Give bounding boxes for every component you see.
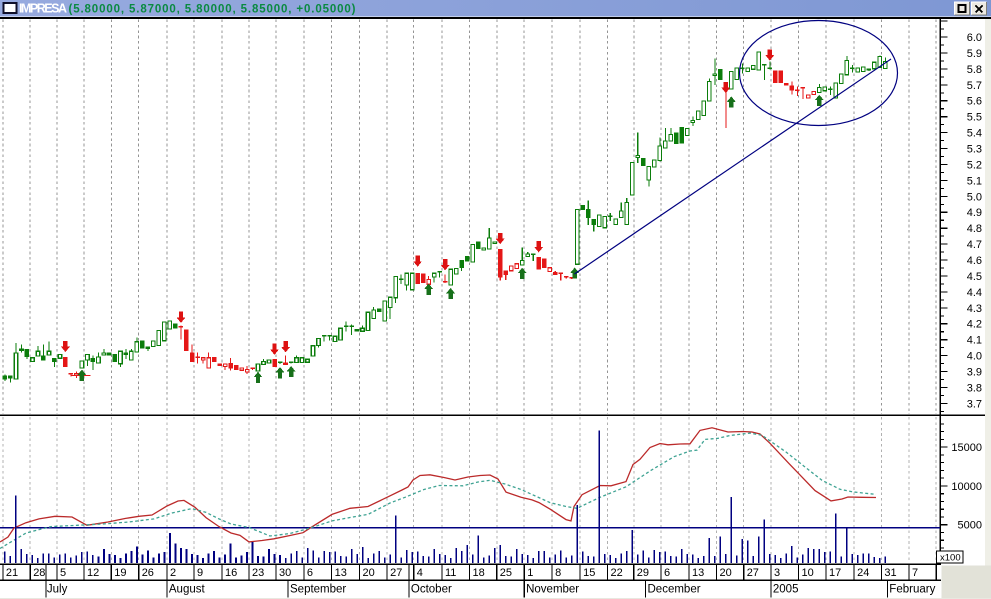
svg-text:10000: 10000 [951, 481, 982, 493]
svg-text:4.6: 4.6 [967, 255, 982, 267]
svg-text:28: 28 [33, 567, 45, 579]
svg-text:3: 3 [774, 567, 780, 579]
svg-text:30: 30 [279, 567, 291, 579]
svg-text:5.2: 5.2 [967, 159, 982, 171]
svg-text:6: 6 [307, 567, 313, 579]
svg-text:25: 25 [500, 567, 512, 579]
svg-text:3.9: 3.9 [967, 367, 982, 379]
svg-text:5.7: 5.7 [967, 80, 982, 92]
svg-text:(5.80000, 5.87000, 5.80000, 5.: (5.80000, 5.87000, 5.80000, 5.85000, +0.… [69, 4, 356, 16]
svg-text:19: 19 [114, 567, 126, 579]
svg-text:9: 9 [197, 567, 203, 579]
svg-text:3.7: 3.7 [967, 398, 982, 410]
svg-text:IMPRESA: IMPRESA [19, 2, 67, 16]
svg-text:16: 16 [225, 567, 237, 579]
svg-text:7: 7 [912, 567, 918, 579]
svg-text:4: 4 [417, 567, 423, 579]
svg-text:x100: x100 [940, 553, 961, 564]
svg-text:21: 21 [6, 567, 18, 579]
svg-text:4.2: 4.2 [967, 319, 982, 331]
svg-text:February: February [889, 584, 935, 596]
svg-text:5.9: 5.9 [967, 48, 982, 60]
svg-text:August: August [169, 584, 206, 596]
svg-text:6: 6 [664, 567, 670, 579]
svg-text:5000: 5000 [958, 520, 982, 532]
svg-text:5.3: 5.3 [967, 144, 982, 156]
svg-text:23: 23 [252, 567, 264, 579]
svg-text:4.7: 4.7 [967, 239, 982, 251]
svg-text:5.1: 5.1 [967, 175, 982, 187]
svg-text:4.8: 4.8 [967, 223, 982, 235]
svg-text:20: 20 [363, 567, 375, 579]
svg-text:December: December [648, 584, 701, 596]
svg-text:July: July [47, 584, 68, 596]
svg-text:26: 26 [142, 567, 154, 579]
svg-text:8: 8 [555, 567, 561, 579]
svg-text:20: 20 [720, 567, 732, 579]
svg-text:15000: 15000 [951, 442, 982, 454]
svg-text:4.5: 4.5 [967, 271, 982, 283]
svg-text:November: November [526, 584, 579, 596]
svg-text:2: 2 [170, 567, 176, 579]
svg-text:6.0: 6.0 [967, 32, 982, 44]
svg-text:27: 27 [390, 567, 402, 579]
svg-text:4.1: 4.1 [967, 335, 982, 347]
svg-text:5.6: 5.6 [967, 96, 982, 108]
svg-text:24: 24 [857, 567, 869, 579]
svg-text:17: 17 [829, 567, 841, 579]
svg-text:13: 13 [692, 567, 704, 579]
svg-text:22: 22 [611, 567, 623, 579]
svg-text:1: 1 [527, 567, 533, 579]
svg-text:4.9: 4.9 [967, 207, 982, 219]
svg-text:10: 10 [802, 567, 814, 579]
svg-text:5.0: 5.0 [967, 191, 982, 203]
svg-text:15: 15 [583, 567, 595, 579]
svg-text:5.8: 5.8 [967, 64, 982, 76]
svg-text:September: September [290, 584, 346, 596]
svg-text:3.8: 3.8 [967, 383, 982, 395]
svg-text:12: 12 [87, 567, 99, 579]
svg-text:October: October [411, 584, 452, 596]
svg-text:5.4: 5.4 [967, 128, 982, 140]
svg-text:4.0: 4.0 [967, 351, 982, 363]
svg-text:29: 29 [637, 567, 649, 579]
svg-text:31: 31 [884, 567, 896, 579]
svg-text:11: 11 [445, 567, 456, 579]
svg-text:13: 13 [335, 567, 347, 579]
svg-text:4.3: 4.3 [967, 303, 982, 315]
svg-text:5.5: 5.5 [967, 112, 982, 124]
svg-text:4.4: 4.4 [967, 287, 982, 299]
svg-text:18: 18 [473, 567, 485, 579]
svg-text:2005: 2005 [773, 584, 799, 596]
svg-text:5: 5 [60, 567, 66, 579]
svg-text:27: 27 [747, 567, 759, 579]
